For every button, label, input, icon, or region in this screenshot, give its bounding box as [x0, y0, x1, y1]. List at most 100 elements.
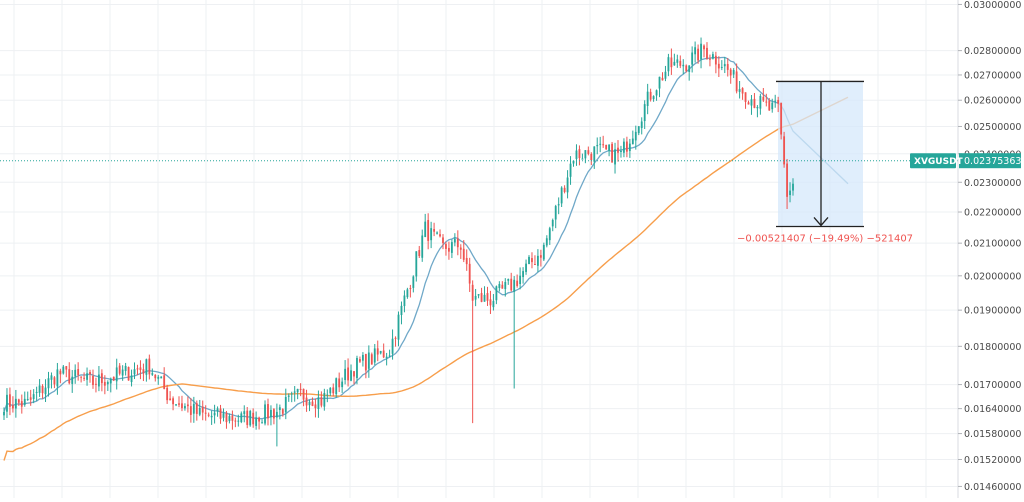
candle[interactable]: [640, 117, 643, 135]
candle[interactable]: [551, 218, 554, 232]
candle[interactable]: [756, 105, 759, 118]
candle[interactable]: [20, 394, 23, 414]
candle[interactable]: [623, 138, 625, 158]
candle[interactable]: [711, 51, 714, 60]
candle[interactable]: [198, 399, 201, 417]
candle[interactable]: [145, 358, 148, 382]
candle[interactable]: [492, 294, 495, 311]
candle[interactable]: [510, 272, 513, 292]
candle[interactable]: [584, 150, 587, 164]
candle[interactable]: [367, 345, 370, 378]
candle[interactable]: [744, 92, 747, 109]
candle[interactable]: [726, 58, 729, 77]
candle[interactable]: [267, 398, 269, 426]
candle[interactable]: [495, 285, 498, 305]
candle[interactable]: [661, 72, 664, 81]
candle[interactable]: [498, 281, 501, 292]
candle[interactable]: [373, 343, 376, 366]
candle[interactable]: [783, 131, 786, 168]
candle[interactable]: [175, 403, 177, 407]
candle[interactable]: [210, 410, 213, 425]
candle[interactable]: [326, 389, 329, 403]
candle[interactable]: [258, 416, 261, 430]
candle[interactable]: [691, 46, 694, 73]
candle[interactable]: [453, 233, 456, 247]
candle[interactable]: [714, 51, 717, 74]
candle[interactable]: [720, 60, 723, 71]
candle[interactable]: [41, 384, 44, 399]
candle[interactable]: [572, 160, 575, 167]
candle[interactable]: [26, 391, 29, 401]
candle[interactable]: [652, 95, 655, 102]
candle[interactable]: [252, 408, 255, 428]
candle[interactable]: [792, 178, 794, 196]
candle[interactable]: [664, 65, 667, 82]
measure-range[interactable]: −0.00521407 (−19.49%) −521407: [737, 80, 913, 244]
candle[interactable]: [771, 98, 774, 113]
candle[interactable]: [735, 63, 738, 94]
candle[interactable]: [774, 94, 777, 108]
candle[interactable]: [462, 240, 465, 263]
candle[interactable]: [243, 405, 246, 423]
candle[interactable]: [11, 396, 14, 413]
candle[interactable]: [335, 377, 338, 398]
candle[interactable]: [697, 44, 700, 64]
candle[interactable]: [287, 393, 290, 402]
candle[interactable]: [554, 204, 557, 229]
candle[interactable]: [169, 391, 172, 401]
candle[interactable]: [563, 185, 566, 194]
candle[interactable]: [246, 407, 249, 429]
candle[interactable]: [459, 244, 462, 259]
candle[interactable]: [442, 234, 444, 250]
candle[interactable]: [231, 410, 234, 430]
candle[interactable]: [109, 377, 112, 393]
candle[interactable]: [133, 362, 136, 380]
candle[interactable]: [566, 170, 569, 199]
candle[interactable]: [501, 281, 504, 289]
candle[interactable]: [747, 100, 750, 105]
candle[interactable]: [320, 391, 323, 408]
candle[interactable]: [290, 391, 293, 403]
candle[interactable]: [486, 286, 489, 306]
candle[interactable]: [667, 53, 670, 77]
candle[interactable]: [186, 396, 189, 413]
candle[interactable]: [35, 386, 38, 401]
candle[interactable]: [338, 372, 341, 393]
candle[interactable]: [160, 376, 163, 379]
candle[interactable]: [394, 336, 397, 347]
candle[interactable]: [682, 59, 685, 75]
candle[interactable]: [181, 395, 183, 412]
candle[interactable]: [415, 251, 418, 282]
candle[interactable]: [578, 145, 581, 166]
candle[interactable]: [195, 400, 198, 421]
candle[interactable]: [445, 241, 447, 256]
candle[interactable]: [249, 409, 252, 427]
candle[interactable]: [273, 408, 275, 425]
candle[interactable]: [74, 364, 77, 384]
candle[interactable]: [382, 343, 385, 359]
candle[interactable]: [729, 67, 732, 84]
candle[interactable]: [679, 55, 682, 69]
candle[interactable]: [118, 363, 121, 376]
candle[interactable]: [65, 365, 68, 378]
candle[interactable]: [281, 408, 284, 417]
candle[interactable]: [89, 369, 91, 383]
candle[interactable]: [115, 358, 118, 390]
candle[interactable]: [525, 259, 527, 275]
candle[interactable]: [424, 213, 427, 238]
candle[interactable]: [225, 410, 228, 429]
candle[interactable]: [738, 80, 741, 99]
candle[interactable]: [534, 255, 536, 266]
candle[interactable]: [504, 278, 507, 297]
candle[interactable]: [480, 287, 483, 303]
candle[interactable]: [388, 349, 391, 358]
candle[interactable]: [605, 144, 608, 150]
candle[interactable]: [593, 146, 596, 169]
candle[interactable]: [456, 230, 459, 256]
candle[interactable]: [216, 406, 219, 417]
candle[interactable]: [471, 280, 474, 424]
candle[interactable]: [655, 89, 658, 101]
candle[interactable]: [439, 229, 441, 238]
candle[interactable]: [430, 221, 433, 249]
